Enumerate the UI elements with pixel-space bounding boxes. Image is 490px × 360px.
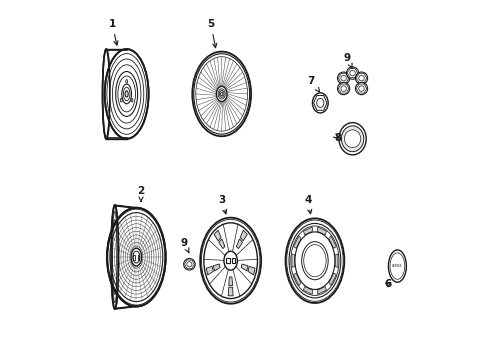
Ellipse shape bbox=[102, 49, 110, 139]
Ellipse shape bbox=[355, 72, 368, 84]
Polygon shape bbox=[303, 287, 313, 294]
Ellipse shape bbox=[346, 67, 359, 79]
Text: 9: 9 bbox=[180, 238, 189, 253]
Ellipse shape bbox=[220, 91, 224, 97]
Polygon shape bbox=[228, 287, 233, 296]
Ellipse shape bbox=[338, 72, 350, 84]
Polygon shape bbox=[248, 266, 255, 275]
Text: 3: 3 bbox=[218, 195, 227, 214]
Ellipse shape bbox=[389, 250, 406, 282]
Text: 7: 7 bbox=[308, 76, 319, 92]
Ellipse shape bbox=[355, 82, 368, 95]
Text: 1: 1 bbox=[109, 19, 118, 45]
Text: SERIES: SERIES bbox=[392, 264, 403, 268]
Polygon shape bbox=[329, 273, 336, 285]
Ellipse shape bbox=[125, 91, 128, 97]
Polygon shape bbox=[229, 277, 233, 285]
Ellipse shape bbox=[342, 126, 364, 152]
Text: 5: 5 bbox=[207, 19, 217, 48]
Text: 9: 9 bbox=[343, 53, 352, 68]
Polygon shape bbox=[329, 236, 336, 248]
Ellipse shape bbox=[217, 86, 227, 102]
Ellipse shape bbox=[184, 258, 195, 270]
Ellipse shape bbox=[200, 218, 261, 304]
Ellipse shape bbox=[224, 251, 237, 270]
Polygon shape bbox=[317, 287, 326, 294]
Ellipse shape bbox=[131, 98, 133, 102]
Ellipse shape bbox=[126, 80, 127, 83]
Polygon shape bbox=[303, 227, 313, 235]
Ellipse shape bbox=[105, 49, 148, 139]
Polygon shape bbox=[317, 227, 326, 235]
Polygon shape bbox=[294, 236, 301, 248]
Ellipse shape bbox=[338, 82, 350, 95]
Ellipse shape bbox=[192, 51, 251, 136]
Ellipse shape bbox=[122, 84, 131, 104]
Polygon shape bbox=[206, 266, 213, 275]
Ellipse shape bbox=[302, 242, 328, 280]
Polygon shape bbox=[335, 254, 338, 267]
Ellipse shape bbox=[107, 208, 166, 306]
Ellipse shape bbox=[121, 98, 122, 102]
Ellipse shape bbox=[111, 205, 119, 309]
Ellipse shape bbox=[131, 248, 142, 266]
Text: 6: 6 bbox=[385, 279, 392, 289]
Polygon shape bbox=[240, 230, 247, 241]
Text: 4: 4 bbox=[304, 195, 312, 214]
Ellipse shape bbox=[339, 123, 366, 155]
Text: 2: 2 bbox=[137, 186, 145, 202]
Polygon shape bbox=[294, 273, 301, 285]
Ellipse shape bbox=[286, 219, 344, 303]
Ellipse shape bbox=[313, 93, 328, 113]
Polygon shape bbox=[236, 239, 243, 249]
Polygon shape bbox=[219, 239, 225, 249]
Text: 8: 8 bbox=[333, 133, 341, 143]
Polygon shape bbox=[213, 264, 220, 271]
Polygon shape bbox=[292, 254, 295, 267]
Polygon shape bbox=[241, 264, 248, 271]
Polygon shape bbox=[214, 230, 221, 241]
Ellipse shape bbox=[344, 130, 361, 148]
